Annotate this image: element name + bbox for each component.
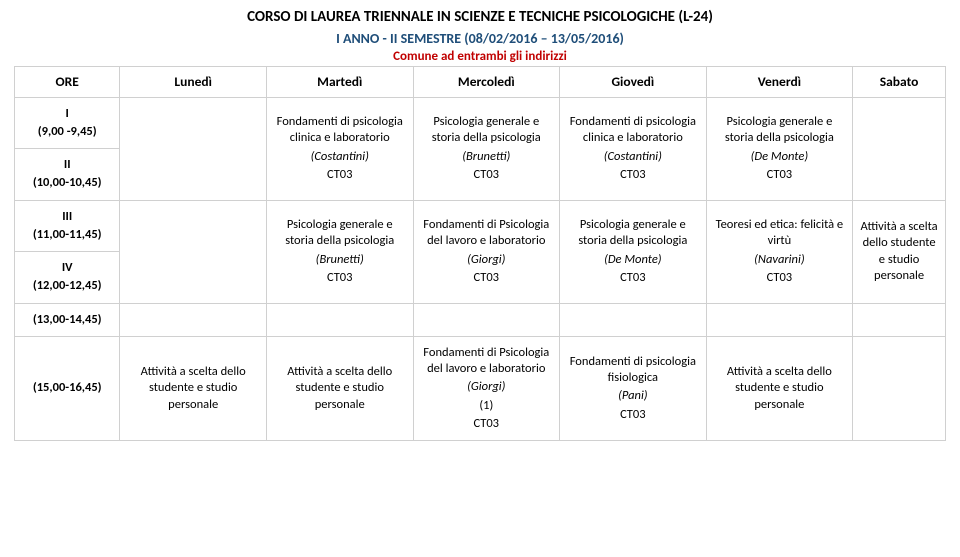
header-fri: Venerdì [706, 67, 853, 98]
cell-tue-3: Psicologia generale e storia della psico… [266, 200, 413, 303]
header-sat: Sabato [853, 67, 946, 98]
cell-wed-3: Fondamenti di Psicologia del lavoro e la… [413, 200, 560, 303]
table-row: (15,00-16,45) Attività a scelta dello st… [15, 336, 946, 440]
cell-tue-1: Fondamenti di psicologia clinica e labor… [266, 97, 413, 200]
cell-thu-1: Fondamenti di psicologia clinica e labor… [560, 97, 707, 200]
cell-thu-6: Fondamenti di psicologia fisiologica (Pa… [560, 336, 707, 440]
cell-wed-6: Fondamenti di Psicologia del lavoro e la… [413, 336, 560, 440]
cell-fri-5 [706, 303, 853, 336]
cell-thu-5 [560, 303, 707, 336]
page-title: CORSO DI LAUREA TRIENNALE IN SCIENZE E T… [14, 8, 946, 26]
cell-mon-1 [120, 97, 267, 200]
cell-mon-3 [120, 200, 267, 303]
cell-tue-6: Attività a scelta dello studente e studi… [266, 336, 413, 440]
cell-wed-5 [413, 303, 560, 336]
page-note: Comune ad entrambi gli indirizzi [14, 49, 946, 64]
table-row: III (11,00-11,45) Psicologia generale e … [15, 200, 946, 252]
header-thu: Giovedì [560, 67, 707, 98]
header-tue: Martedì [266, 67, 413, 98]
table-header-row: ORE Lunedì Martedì Mercoledì Giovedì Ven… [15, 67, 946, 98]
cell-wed-1: Psicologia generale e storia della psico… [413, 97, 560, 200]
time-slot-3: III (11,00-11,45) [15, 200, 120, 252]
time-slot-6: (15,00-16,45) [15, 336, 120, 440]
cell-mon-6: Attività a scelta dello studente e studi… [120, 336, 267, 440]
cell-fri-1: Psicologia generale e storia della psico… [706, 97, 853, 200]
time-slot-1: I (9,00 -9,45) [15, 97, 120, 149]
cell-mon-5 [120, 303, 267, 336]
table-row: I (9,00 -9,45) Fondamenti di psicologia … [15, 97, 946, 149]
table-row: (13,00-14,45) [15, 303, 946, 336]
time-slot-5: (13,00-14,45) [15, 303, 120, 336]
cell-fri-6: Attività a scelta dello studente e studi… [706, 336, 853, 440]
cell-sat-1 [853, 97, 946, 200]
cell-thu-3: Psicologia generale e storia della psico… [560, 200, 707, 303]
cell-sat-3: Attività a scelta dello studente e studi… [853, 200, 946, 303]
cell-fri-3: Teoresi ed etica: felicità e virtù (Nava… [706, 200, 853, 303]
cell-sat-6 [853, 336, 946, 440]
time-slot-2: II (10,00-10,45) [15, 149, 120, 201]
header-ore: ORE [15, 67, 120, 98]
cell-sat-5 [853, 303, 946, 336]
cell-tue-5 [266, 303, 413, 336]
time-slot-4: IV (12,00-12,45) [15, 252, 120, 304]
page-subtitle: I ANNO - II SEMESTRE (08/02/2016 – 13/05… [14, 30, 946, 47]
header-mon: Lunedì [120, 67, 267, 98]
schedule-table: ORE Lunedì Martedì Mercoledì Giovedì Ven… [14, 66, 946, 441]
header-wed: Mercoledì [413, 67, 560, 98]
